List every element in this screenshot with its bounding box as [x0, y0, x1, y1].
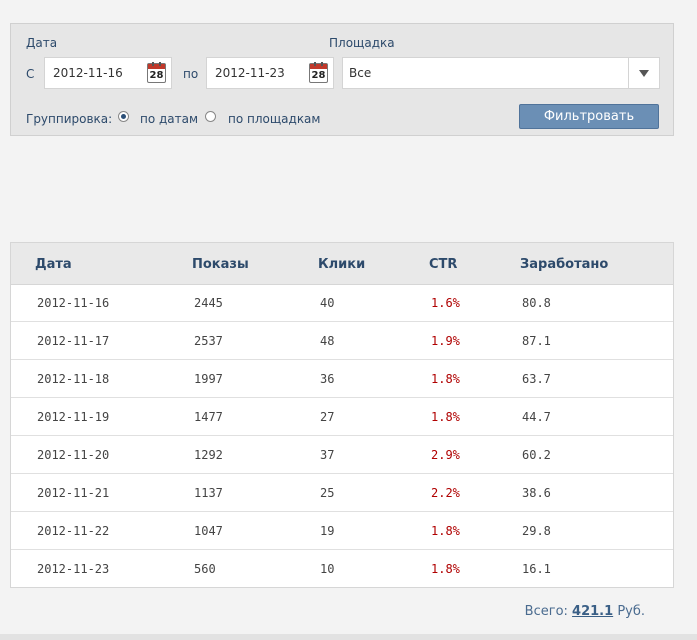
filter-panel: Дата С 2012-11-16 28 по 2012-11-23 28 Пл…	[10, 23, 674, 136]
cell-clicks: 10	[320, 562, 335, 576]
cell-clicks: 27	[320, 410, 335, 424]
cell-date: 2012-11-19	[37, 410, 110, 424]
cell-earned: 16.1	[522, 562, 551, 576]
platform-select[interactable]: Все	[342, 57, 660, 89]
table-row: 2012-11-20 1292 37 2.9% 60.2	[11, 436, 673, 474]
cell-clicks: 40	[320, 296, 335, 310]
chevron-down-icon[interactable]	[628, 58, 659, 88]
table-row: 2012-11-23 560 10 1.8% 16.1	[11, 550, 673, 588]
calendar-icon-number: 28	[149, 70, 164, 81]
cell-impressions: 560	[194, 562, 216, 576]
cell-date: 2012-11-17	[37, 334, 110, 348]
cell-earned: 29.8	[522, 524, 551, 538]
cell-impressions: 1477	[194, 410, 223, 424]
table-row: 2012-11-22 1047 19 1.8% 29.8	[11, 512, 673, 550]
cell-impressions: 2445	[194, 296, 223, 310]
cell-date: 2012-11-20	[37, 448, 110, 462]
cell-impressions: 1137	[194, 486, 223, 500]
from-label: С	[26, 67, 35, 81]
platform-select-value: Все	[349, 66, 372, 80]
date-from-input[interactable]: 2012-11-16 28	[44, 57, 172, 89]
calendar-icon-number: 28	[311, 70, 326, 81]
stats-table: Дата Показы Клики CTR Заработано 2012-11…	[10, 242, 674, 588]
total-label: Всего:	[524, 604, 568, 619]
cell-ctr: 1.8%	[431, 410, 460, 424]
cell-clicks: 36	[320, 372, 335, 386]
date-label: Дата	[26, 36, 58, 50]
cell-earned: 80.8	[522, 296, 551, 310]
cell-impressions: 1997	[194, 372, 223, 386]
calendar-icon[interactable]: 28	[147, 62, 166, 83]
column-header-earned[interactable]: Заработано	[520, 257, 609, 272]
cell-ctr: 2.2%	[431, 486, 460, 500]
cell-date: 2012-11-21	[37, 486, 110, 500]
column-header-impressions[interactable]: Показы	[192, 257, 249, 272]
date-to-input[interactable]: 2012-11-23 28	[206, 57, 334, 89]
column-header-date[interactable]: Дата	[35, 257, 72, 272]
cell-date: 2012-11-23	[37, 562, 110, 576]
total-amount[interactable]: 421.1	[572, 604, 614, 619]
column-header-ctr[interactable]: CTR	[429, 257, 458, 272]
table-row: 2012-11-16 2445 40 1.6% 80.8	[11, 284, 673, 322]
grouping-label: Группировка:	[26, 112, 113, 126]
cell-clicks: 19	[320, 524, 335, 538]
cell-earned: 60.2	[522, 448, 551, 462]
table-row: 2012-11-19 1477 27 1.8% 44.7	[11, 398, 673, 436]
total-currency: Руб.	[617, 604, 645, 619]
cell-date: 2012-11-16	[37, 296, 110, 310]
calendar-icon[interactable]: 28	[309, 62, 328, 83]
cell-earned: 38.6	[522, 486, 551, 500]
cell-ctr: 2.9%	[431, 448, 460, 462]
cell-ctr: 1.8%	[431, 562, 460, 576]
cell-clicks: 48	[320, 334, 335, 348]
filter-button[interactable]: Фильтровать	[519, 104, 659, 129]
table-row: 2012-11-21 1137 25 2.2% 38.6	[11, 474, 673, 512]
cell-earned: 44.7	[522, 410, 551, 424]
cell-date: 2012-11-22	[37, 524, 110, 538]
cell-date: 2012-11-18	[37, 372, 110, 386]
date-to-value: 2012-11-23	[215, 66, 285, 80]
radio-group-by-platforms[interactable]	[205, 111, 216, 122]
group-by-dates-label[interactable]: по датам	[140, 112, 199, 126]
cell-impressions: 1292	[194, 448, 223, 462]
cell-ctr: 1.6%	[431, 296, 460, 310]
table-header: Дата Показы Клики CTR Заработано	[11, 243, 673, 285]
bottom-divider	[0, 634, 697, 640]
cell-clicks: 37	[320, 448, 335, 462]
cell-impressions: 2537	[194, 334, 223, 348]
table-row: 2012-11-17 2537 48 1.9% 87.1	[11, 322, 673, 360]
cell-ctr: 1.8%	[431, 372, 460, 386]
to-label: по	[183, 67, 199, 81]
cell-earned: 87.1	[522, 334, 551, 348]
table-row: 2012-11-18 1997 36 1.8% 63.7	[11, 360, 673, 398]
total-summary: Всего: 421.1 Руб.	[525, 604, 645, 619]
radio-group-by-dates[interactable]	[118, 111, 129, 122]
cell-impressions: 1047	[194, 524, 223, 538]
cell-ctr: 1.9%	[431, 334, 460, 348]
column-header-clicks[interactable]: Клики	[318, 257, 366, 272]
cell-earned: 63.7	[522, 372, 551, 386]
date-from-value: 2012-11-16	[53, 66, 123, 80]
cell-ctr: 1.8%	[431, 524, 460, 538]
platform-label: Площадка	[329, 36, 395, 50]
cell-clicks: 25	[320, 486, 335, 500]
group-by-platforms-label[interactable]: по площадкам	[228, 112, 321, 126]
